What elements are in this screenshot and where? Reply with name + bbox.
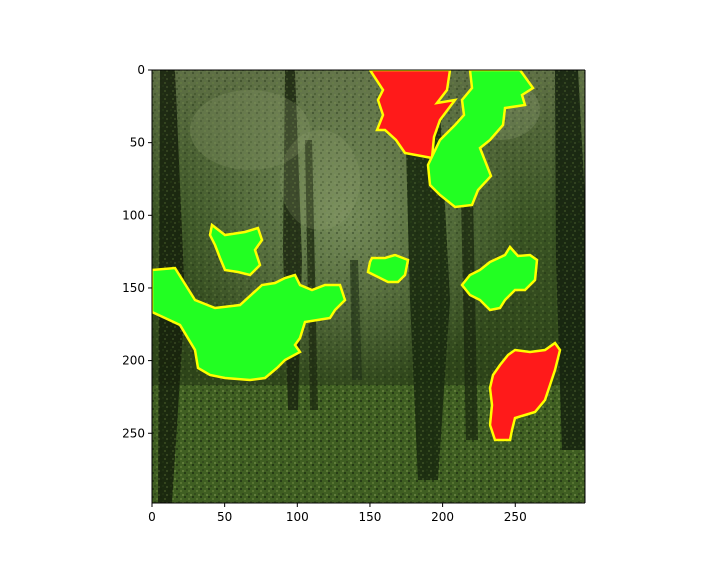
x-tick-label: 0: [148, 510, 156, 524]
y-tick-label: 250: [122, 426, 145, 440]
segmentation-overlay: [152, 70, 562, 442]
x-tick-label: 250: [504, 510, 527, 524]
x-tick-label: 200: [431, 510, 454, 524]
green-region: [366, 253, 410, 284]
y-tick-label: 50: [130, 136, 145, 150]
y-tick-label: 0: [137, 63, 145, 77]
red-region: [488, 341, 562, 442]
y-tick-label: 200: [122, 354, 145, 368]
green-region: [426, 70, 535, 209]
x-tick-label: 150: [358, 510, 381, 524]
red-region: [368, 70, 458, 160]
x-tick-label: 100: [286, 510, 309, 524]
y-tick-label: 150: [122, 281, 145, 295]
green-region: [208, 222, 264, 277]
y-axis-ticks: 0 50 100 150 200 250: [122, 63, 152, 440]
green-region: [152, 266, 347, 382]
green-region: [460, 244, 539, 312]
x-axis-ticks: 0 50 100 150 200 250: [148, 503, 527, 524]
x-tick-label: 50: [217, 510, 232, 524]
y-tick-label: 100: [122, 208, 145, 222]
